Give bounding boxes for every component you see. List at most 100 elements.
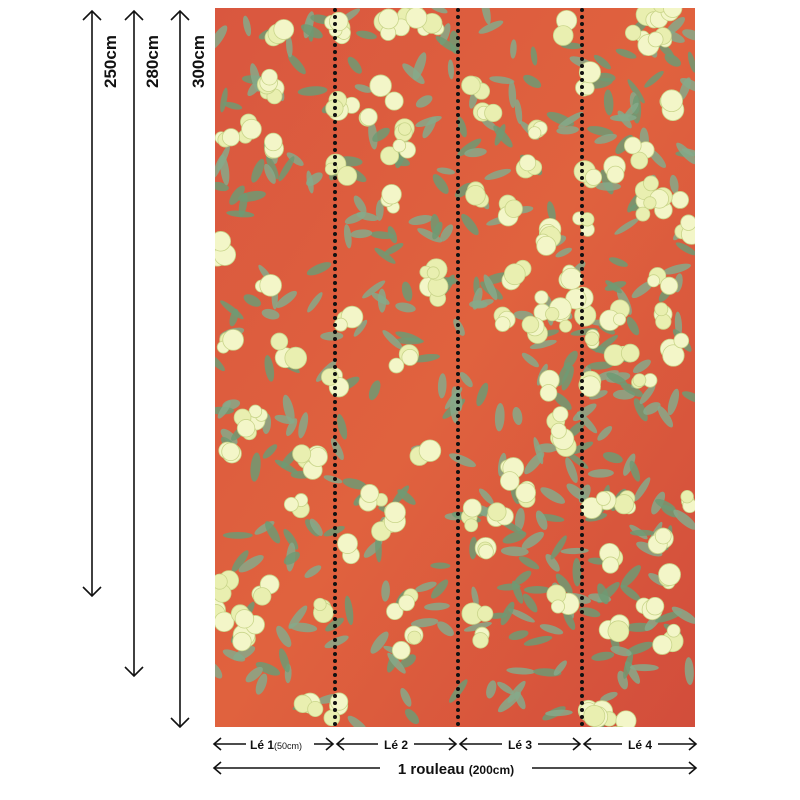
- petal: [284, 346, 308, 370]
- petal: [378, 8, 399, 30]
- petal: [384, 91, 404, 111]
- petal: [472, 632, 489, 649]
- leaf: [550, 535, 567, 560]
- height-label: 300cm: [189, 35, 208, 88]
- petal: [519, 154, 537, 172]
- petal: [388, 357, 405, 374]
- leaf: [368, 380, 381, 401]
- leaf: [415, 95, 433, 108]
- leaf: [669, 174, 679, 194]
- leaf: [323, 475, 343, 484]
- petal: [620, 343, 640, 363]
- petal: [647, 274, 661, 288]
- leaf: [447, 59, 455, 80]
- petal: [515, 482, 536, 503]
- leaf: [673, 509, 695, 530]
- petal: [663, 8, 683, 18]
- leaf: [629, 664, 659, 672]
- leaf: [220, 428, 238, 445]
- petal: [645, 596, 665, 616]
- leaf: [397, 489, 416, 505]
- leaf: [680, 77, 695, 93]
- leaf: [510, 39, 517, 59]
- petal: [232, 631, 252, 652]
- petal: [261, 68, 278, 86]
- leaf: [623, 651, 634, 679]
- leaf: [400, 654, 416, 668]
- leaf: [350, 229, 373, 239]
- leaf: [275, 290, 298, 308]
- leaf: [255, 661, 281, 676]
- leaf: [684, 657, 694, 685]
- leaf: [595, 182, 621, 191]
- leaf: [415, 115, 442, 128]
- leaf: [347, 715, 368, 727]
- petal: [660, 276, 679, 295]
- leaf: [540, 487, 566, 504]
- leaf: [381, 580, 390, 602]
- leaf: [251, 158, 265, 183]
- leaf: [283, 528, 299, 550]
- leaf: [579, 607, 601, 618]
- leaf: [494, 403, 505, 432]
- leaf: [545, 709, 573, 717]
- leaf: [639, 384, 656, 404]
- petal: [264, 132, 283, 152]
- petal: [578, 61, 601, 84]
- leaf: [370, 231, 395, 240]
- leaf: [608, 257, 628, 267]
- leaf: [620, 565, 641, 588]
- leaf: [353, 319, 368, 337]
- leaf: [463, 621, 492, 632]
- petal: [673, 332, 690, 349]
- leaf: [217, 400, 231, 419]
- leaf: [286, 152, 304, 167]
- leaf: [555, 247, 572, 258]
- leaf: [432, 174, 449, 194]
- petal: [647, 31, 664, 48]
- leaf: [545, 553, 560, 572]
- leaf: [461, 213, 479, 236]
- petal: [426, 266, 440, 280]
- leaf: [629, 529, 655, 537]
- petal: [248, 404, 263, 419]
- leaf: [558, 111, 584, 129]
- petal: [662, 344, 685, 367]
- petal: [671, 191, 689, 209]
- leaf: [400, 688, 412, 707]
- leaf: [508, 608, 535, 623]
- leaf: [593, 54, 611, 70]
- leaf: [457, 138, 482, 157]
- leaf: [309, 518, 323, 536]
- leaf: [229, 308, 239, 327]
- leaf: [518, 556, 540, 570]
- petal: [487, 502, 507, 522]
- petal: [215, 573, 228, 590]
- petal: [418, 439, 442, 462]
- petal: [615, 710, 637, 727]
- leaf: [424, 602, 450, 611]
- leaf: [539, 624, 564, 635]
- leaf: [594, 133, 617, 144]
- petal: [405, 8, 428, 29]
- leaf: [383, 243, 404, 256]
- petal: [380, 146, 400, 166]
- leaf: [215, 351, 225, 372]
- leaf: [279, 648, 290, 673]
- leaf: [243, 294, 262, 307]
- leaf: [261, 308, 280, 320]
- leaf: [437, 621, 454, 637]
- leaf: [627, 79, 645, 104]
- leaf: [681, 391, 695, 404]
- leaf: [298, 412, 309, 439]
- leaf: [220, 87, 228, 113]
- roll-label: 1 rouleau (200cm): [398, 761, 514, 778]
- petal: [215, 611, 235, 633]
- leaf: [464, 148, 487, 158]
- petal: [584, 331, 600, 346]
- petal: [654, 302, 669, 317]
- petal: [398, 594, 415, 612]
- leaf: [565, 457, 578, 484]
- leaf: [255, 673, 268, 695]
- petal: [666, 623, 681, 638]
